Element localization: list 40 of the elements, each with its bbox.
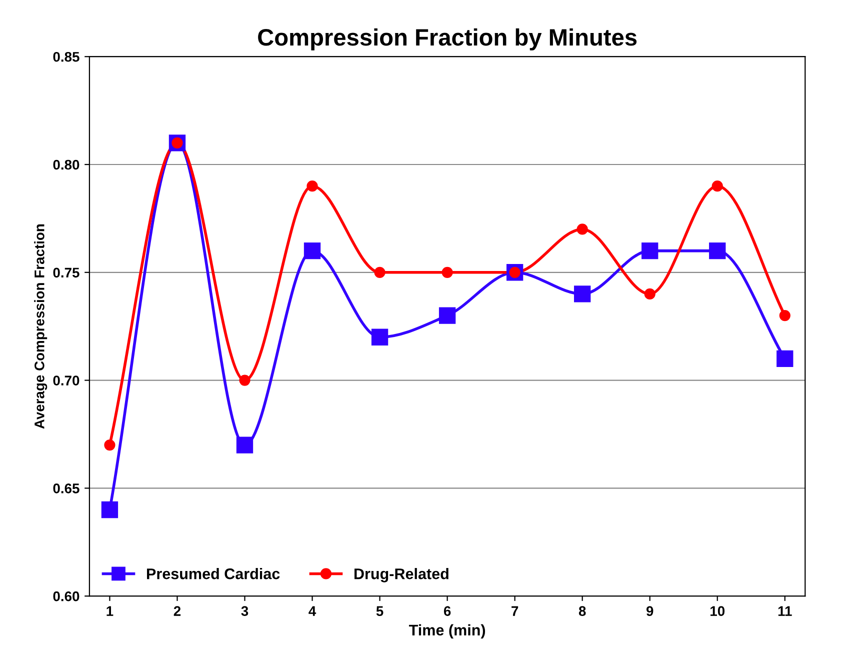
- point: [236, 436, 254, 454]
- point: [442, 266, 453, 278]
- point: [709, 242, 726, 260]
- y-tick-label: 0.80: [53, 160, 80, 170]
- x-tick-label: 5: [376, 606, 384, 616]
- x-tick-label: 9: [646, 606, 654, 616]
- point: [438, 307, 456, 324]
- point: [374, 266, 386, 278]
- point: [101, 501, 118, 518]
- point: [779, 310, 790, 322]
- y-tick-label: 0.65: [53, 484, 80, 494]
- point: [304, 242, 321, 260]
- point: [642, 242, 658, 260]
- x-tick-label: 6: [444, 606, 451, 616]
- point: [574, 286, 591, 302]
- y-tick-label: 0.85: [53, 52, 80, 62]
- x-tick-label: 10: [710, 606, 725, 616]
- y-tick-label: 0.75: [53, 268, 80, 278]
- point: [239, 374, 250, 386]
- point: [104, 439, 116, 451]
- legend-label: Drug-Related: [354, 568, 448, 582]
- point: [371, 328, 388, 346]
- y-tick-label: 0.60: [53, 591, 80, 602]
- y-tick-label: 0.70: [53, 376, 80, 386]
- chart-title: Compression Fraction by Minutes: [258, 28, 637, 50]
- x-tick-label: 4: [308, 606, 316, 616]
- point: [776, 350, 794, 368]
- point: [306, 180, 318, 192]
- x-tick-label: 3: [241, 606, 248, 616]
- x-axis-title: Time (min): [408, 624, 486, 639]
- point: [712, 180, 723, 192]
- x-tick-label: 8: [578, 606, 586, 616]
- x-tick-label: 7: [512, 606, 518, 616]
- y-axis-title: Average Compression Fraction: [34, 224, 48, 429]
- point: [576, 224, 588, 235]
- legend-label: Presumed Cardiac: [147, 568, 280, 580]
- x-tick-label: 11: [778, 606, 792, 616]
- x-tick-label: 1: [106, 606, 114, 616]
- x-tick-label: 2: [174, 606, 181, 616]
- point: [644, 288, 656, 300]
